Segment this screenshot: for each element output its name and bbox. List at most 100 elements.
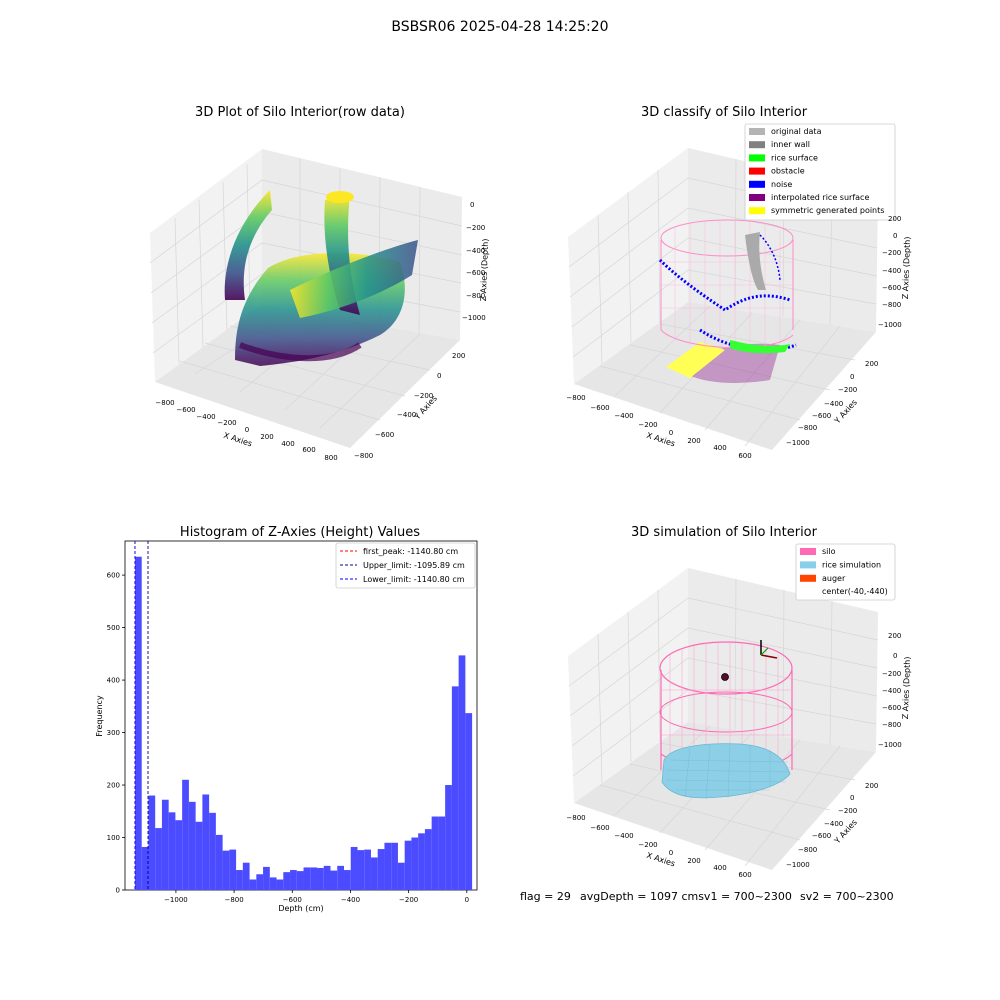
raw-x-tick: −600: [176, 406, 195, 414]
hist-bar: [330, 870, 338, 890]
hist-bar: [269, 877, 277, 890]
hist-bar: [458, 655, 466, 890]
hist-bar: [364, 849, 371, 890]
classify-legend-label: noise: [771, 180, 792, 189]
sim-legend-label: auger: [822, 574, 846, 583]
hist-y-tick-label: 600: [107, 572, 120, 580]
classify-legend-swatch: [749, 180, 765, 188]
hist-bar: [209, 812, 216, 890]
sim-y-tick: −1000: [786, 861, 810, 869]
raw-pane-floor: [155, 304, 460, 448]
raw-y-ticks: 200 0 −200 −400 −600 −800: [354, 352, 465, 460]
classify-x-tick: 200: [687, 437, 700, 445]
hist-y-tick-label: 300: [107, 729, 120, 737]
status-flag: flag = 29: [520, 890, 571, 903]
hist-y-tick-label: 400: [107, 677, 120, 685]
hist-bar: [195, 821, 203, 890]
hist-bar: [188, 801, 196, 890]
hist-bar: [370, 857, 378, 890]
sim-z-tick: −1000: [878, 741, 902, 749]
hist-bar: [141, 846, 149, 890]
classify-z-tick: −400: [882, 267, 901, 275]
sim-z-tick: −200: [882, 670, 901, 678]
raw-z-tick: 0: [470, 201, 474, 209]
classify-legend-label: interpolated rice surface: [771, 193, 869, 202]
classify-legend-swatch: [749, 154, 765, 162]
hist-bar: [263, 866, 270, 890]
sim-legend-swatch: [800, 561, 816, 569]
raw-y-tick: −600: [375, 431, 394, 439]
hist-x-tick-label: −400: [341, 896, 360, 904]
raw-x-tick: 200: [260, 433, 273, 441]
classify-legend-label: rice surface: [771, 153, 818, 162]
hist-bar: [350, 846, 358, 890]
classify-title: 3D classify of Silo Interior: [641, 105, 808, 120]
sim-y-tick: 200: [865, 782, 878, 790]
classify-point-cloud: [658, 219, 797, 383]
raw-z-tick: −800: [466, 292, 485, 300]
hist-bar: [168, 812, 176, 890]
hist-bars: [134, 556, 473, 890]
raw-x-tick: 0: [245, 426, 249, 434]
classify-x-tick: 0: [669, 429, 673, 437]
sim-x-tick: 0: [669, 849, 673, 857]
raw-y-tick: −400: [397, 411, 416, 419]
hist-bar: [411, 837, 419, 890]
sim-x-tick: −800: [566, 814, 585, 822]
hist-bar: [148, 795, 156, 890]
sim-x-tick: 400: [713, 864, 726, 872]
hist-bar: [377, 849, 385, 890]
sim-y-tick: −200: [838, 807, 857, 815]
hist-bar: [236, 870, 243, 890]
status-sv2: sv2 = 700~2300: [800, 890, 894, 903]
hist-bar: [438, 816, 446, 890]
raw-z-tick: −400: [466, 247, 485, 255]
classify-legend-swatch: [749, 167, 765, 175]
raw-z-tick: −600: [466, 269, 485, 277]
classify-legend-label: original data: [771, 127, 822, 136]
classify-legend-swatch: [749, 207, 765, 215]
status-avg-depth: avgDepth = 1097 cmsv1 = 700~2300: [580, 890, 792, 903]
classify-legend-label: obstacle: [771, 167, 805, 176]
sim-z-ticks: 200 0 −200 −400 −600 −800 −1000: [878, 632, 902, 749]
raw-y-tick: −200: [414, 392, 433, 400]
sim-z-label: Z Axies (Depth): [901, 656, 912, 719]
hist-y-tick-label: 500: [107, 624, 120, 632]
hist-bar: [391, 842, 398, 890]
raw-x-tick: 400: [281, 440, 294, 448]
classify-legend-swatch: [749, 128, 765, 135]
classify-x-tick: −200: [638, 421, 657, 429]
hist-x-tick-label: −200: [399, 896, 418, 904]
hist-legend-label: first_peak: -1140.80 cm: [363, 547, 458, 556]
sim-x-ticks: −800 −600 −400 −200 0 200 400 600: [566, 814, 751, 879]
hist-bar: [276, 879, 284, 890]
hist-bar: [343, 870, 351, 890]
sim-z-tick: 200: [888, 632, 901, 640]
panel-histogram: Histogram of Z-Axies (Height) Values −10…: [95, 525, 478, 913]
hist-legend-label: Lower_limit: -1140.80 cm: [363, 575, 465, 584]
hist-bar: [175, 820, 183, 890]
hist-x-tick-label: −1000: [164, 896, 188, 904]
sim-z-tick: 0: [893, 652, 897, 660]
classify-legend-swatch: [749, 194, 765, 201]
raw-y-tick: −800: [354, 452, 373, 460]
sim-x-tick: −600: [590, 824, 609, 832]
hist-title: Histogram of Z-Axies (Height) Values: [180, 525, 420, 540]
classify-y-tick: −600: [812, 412, 831, 420]
hist-bar: [249, 879, 257, 890]
classify-z-tick: 0: [893, 232, 897, 240]
hist-bar: [303, 867, 311, 890]
classify-y-tick: 200: [865, 360, 878, 368]
classify-z-tick: −600: [882, 284, 901, 292]
raw-z-ticks: 0 −200 −400 −600 −800 −1000: [462, 201, 486, 322]
hist-y-tick-label: 100: [107, 834, 120, 842]
classify-y-tick: −400: [824, 400, 843, 408]
hist-bar: [310, 867, 318, 890]
hist-x-tick-label: 0: [465, 896, 469, 904]
status-footer: flag = 29 avgDepth = 1097 cmsv1 = 700~23…: [520, 890, 894, 903]
raw-z-tick: −1000: [462, 314, 486, 322]
hist-bar: [242, 862, 250, 890]
sim-z-tick: −600: [882, 704, 901, 712]
hist-y-label: Frequency: [95, 695, 104, 737]
